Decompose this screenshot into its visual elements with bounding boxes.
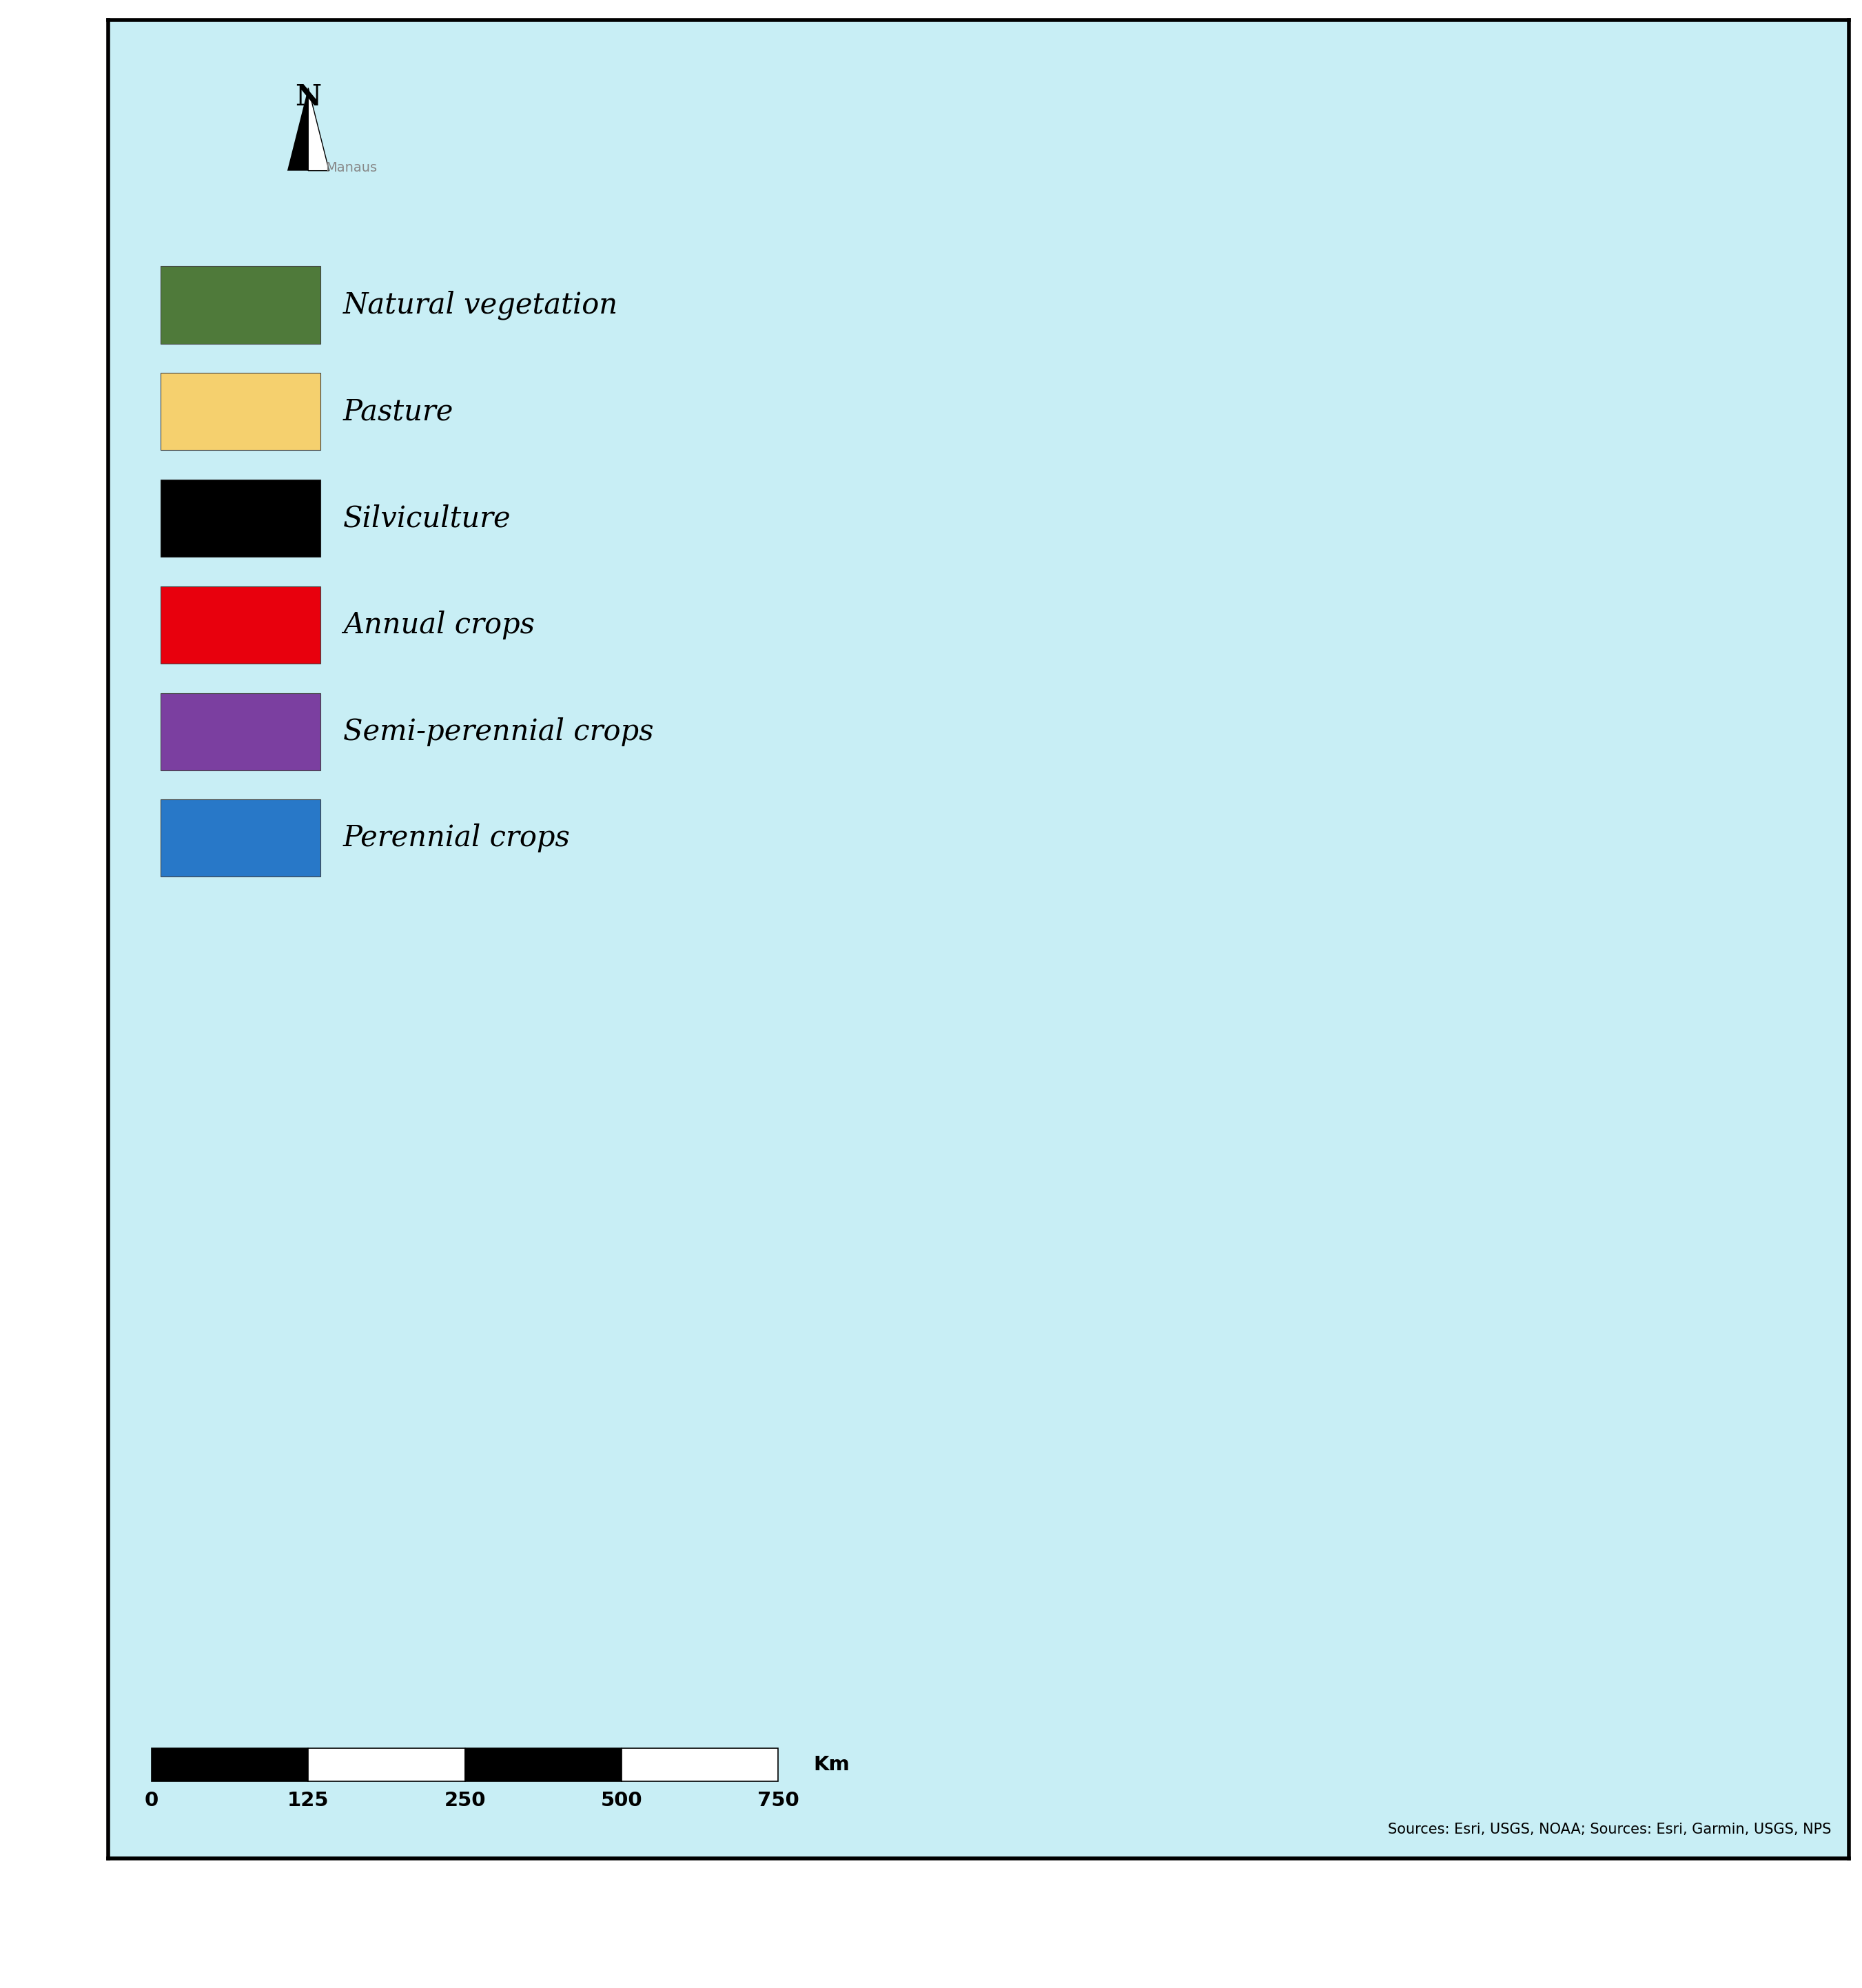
- Text: N: N: [294, 83, 322, 111]
- Text: Semi-perennial crops: Semi-perennial crops: [343, 718, 654, 746]
- FancyBboxPatch shape: [160, 479, 320, 557]
- Text: Silviculture: Silviculture: [343, 503, 510, 533]
- Text: Natural vegetation: Natural vegetation: [343, 290, 618, 320]
- FancyBboxPatch shape: [160, 694, 320, 769]
- Text: 250: 250: [443, 1791, 486, 1809]
- Text: Annual crops: Annual crops: [343, 610, 534, 640]
- Text: Perennial crops: Perennial crops: [343, 823, 570, 853]
- Text: Sources: Esri, USGS, NOAA; Sources: Esri, Garmin, USGS, NPS: Sources: Esri, USGS, NOAA; Sources: Esri…: [1389, 1823, 1832, 1837]
- FancyBboxPatch shape: [309, 1749, 466, 1781]
- Text: 750: 750: [758, 1791, 799, 1809]
- FancyBboxPatch shape: [622, 1749, 778, 1781]
- FancyBboxPatch shape: [160, 586, 320, 664]
- Polygon shape: [309, 87, 330, 171]
- Polygon shape: [287, 87, 309, 171]
- Text: 500: 500: [601, 1791, 642, 1809]
- Text: Km: Km: [814, 1755, 849, 1775]
- FancyBboxPatch shape: [160, 266, 320, 344]
- Text: 125: 125: [287, 1791, 330, 1809]
- FancyBboxPatch shape: [151, 1749, 309, 1781]
- Text: Pasture: Pasture: [343, 398, 454, 425]
- Text: 0: 0: [145, 1791, 158, 1809]
- FancyBboxPatch shape: [160, 799, 320, 877]
- FancyBboxPatch shape: [160, 374, 320, 449]
- Text: Manaus: Manaus: [326, 161, 378, 175]
- FancyBboxPatch shape: [466, 1749, 622, 1781]
